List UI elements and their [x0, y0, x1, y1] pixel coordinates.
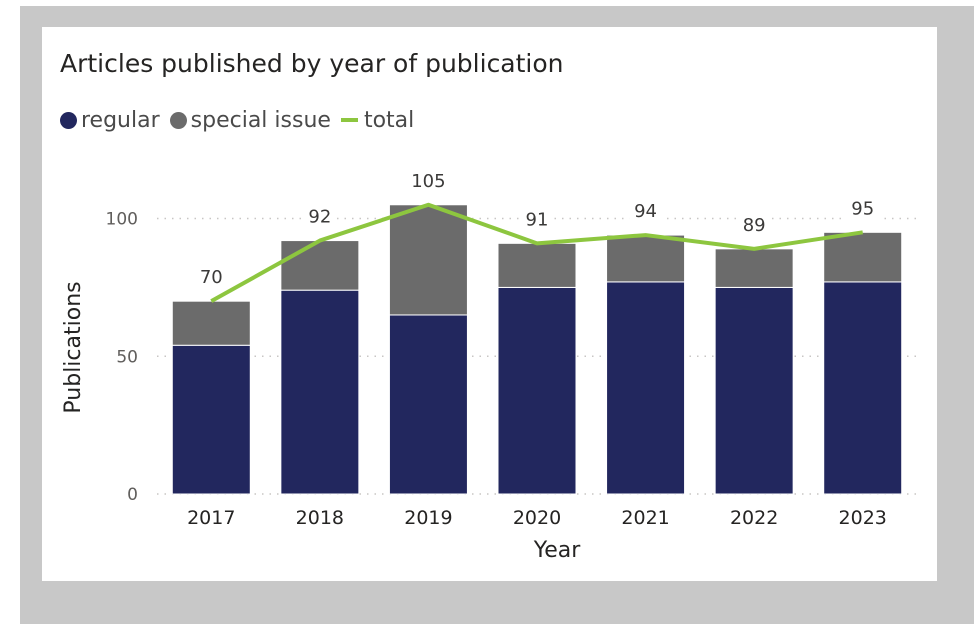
y-axis-title: Publications	[61, 281, 86, 413]
legend-item-special-issue[interactable]: special issue	[169, 107, 331, 133]
legend-item-total[interactable]: total	[340, 107, 415, 133]
data-label-2017: 70	[200, 267, 223, 288]
bar-special-issue-2020	[497, 242, 577, 288]
legend-marker-regular	[60, 111, 77, 129]
line-total	[210, 202, 864, 303]
x-tick-label-2021: 2021	[621, 507, 669, 529]
x-tick-label-2023: 2023	[839, 507, 887, 529]
x-axis-title: Year	[533, 538, 582, 563]
bar-special-issue-2022	[714, 248, 794, 288]
data-label-bg-2022	[738, 211, 771, 237]
bar-regular-2021	[606, 281, 686, 495]
data-label-bg-2021	[629, 198, 662, 224]
data-label-2018: 92	[308, 207, 331, 228]
bar-special-issue-2018	[280, 240, 360, 291]
data-label-bg-2018	[303, 203, 336, 229]
x-tick-label-2020: 2020	[513, 507, 561, 529]
bar-special-issue-2023	[823, 231, 903, 283]
x-tick-label-2018: 2018	[296, 507, 344, 529]
legend-label-total: total	[363, 107, 415, 133]
y-tick-label-0: 0	[127, 485, 138, 505]
data-label-bg-2019	[406, 167, 451, 193]
data-label-bg-2017	[195, 264, 228, 290]
data-label-2021: 94	[634, 201, 657, 222]
legend-label-special-issue: special issue	[190, 107, 331, 133]
bar-regular-2019	[388, 314, 468, 495]
bar-regular-2018	[280, 289, 360, 495]
legend-marker-total	[340, 118, 358, 122]
legend-label-regular: regular	[81, 107, 160, 133]
chart-card: Articles published by year of publicatio…	[42, 27, 937, 581]
bar-regular-2017	[171, 344, 251, 495]
bar-regular-2020	[497, 286, 577, 495]
bar-special-issue-2019	[388, 204, 468, 316]
plot-area: 0 50 100 Publications 2017 2018 2019 2020 2021 20…	[61, 167, 917, 563]
data-label-bg-2023	[846, 195, 879, 221]
x-tick-label-2019: 2019	[404, 507, 452, 529]
y-tick-label-100: 100	[106, 210, 138, 230]
legend-item-regular[interactable]: regular	[60, 108, 160, 133]
data-label-2020: 91	[526, 209, 549, 230]
bar-special-issue-2021	[606, 234, 686, 283]
data-label-2019: 105	[411, 171, 445, 192]
x-tick-label-2022: 2022	[730, 507, 778, 529]
chart-title: Articles published by year of publicatio…	[60, 49, 564, 78]
bar-special-issue-2017	[171, 300, 251, 346]
legend-marker-special-issue	[169, 111, 187, 129]
data-label-2023: 95	[851, 198, 874, 219]
x-tick-label-2017: 2017	[187, 507, 235, 529]
y-tick-label-50: 50	[116, 347, 138, 367]
data-label-2022: 89	[743, 215, 766, 236]
data-label-bg-2020	[521, 206, 553, 232]
legend: regular special issue total	[60, 105, 424, 135]
bar-regular-2023	[823, 281, 903, 495]
bar-regular-2022	[714, 286, 794, 495]
